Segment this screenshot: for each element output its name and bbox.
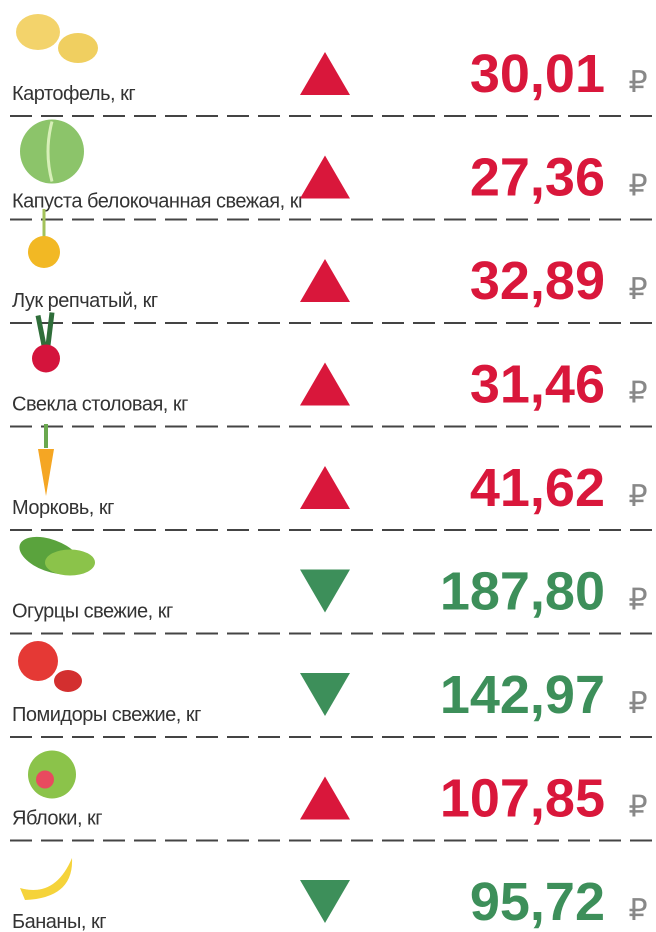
icon-part [36,770,54,789]
trend-arrow [300,155,350,199]
price: 95,72 [470,872,605,932]
icon-part [58,33,98,63]
price: 41,62 [470,458,605,518]
price: 142,97 [440,665,605,725]
trend-arrow [300,52,350,95]
item-row: Картофель, кг 30,01 ₽ [10,14,656,117]
currency: ₽ [628,480,647,513]
item-name: Морковь, кг [12,497,114,519]
item-name: Помидоры свежие, кг [12,704,201,726]
item-row: Огурцы свежие, кг 187,80 ₽ [10,536,656,635]
icon [20,119,84,184]
price: 27,36 [470,148,605,208]
price: 107,85 [440,769,605,829]
currency: ₽ [628,170,647,203]
icon [16,14,98,63]
trend-arrow [300,673,350,716]
item-row: Помидоры свежие, кг 142,97 ₽ [10,641,656,738]
price: 31,46 [470,355,605,415]
trend-arrow [300,776,350,820]
price: 187,80 [440,562,605,622]
icon-part [20,119,84,184]
trend-arrow [300,880,350,923]
item-row: Лук репчатый, кг 32,89 ₽ [10,209,656,324]
icon-part [32,344,60,373]
icon-part [45,549,95,576]
item-row: Бананы, кг 95,72 ₽ [12,858,648,932]
item-name: Свекла столовая, кг [12,394,188,416]
currency: ₽ [628,584,647,617]
icon-part [18,641,58,681]
icon [28,209,60,268]
currency: ₽ [628,66,647,99]
icon [19,536,95,576]
trend-arrow [300,259,350,302]
item-row: Свекла столовая, кг 31,46 ₽ [10,312,656,428]
icon [18,641,82,692]
currency: ₽ [628,687,647,720]
item-name: Лук репчатый, кг [12,290,158,312]
price: 30,01 [470,44,605,104]
item-name: Картофель, кг [12,83,135,105]
item-row: Морковь, кг 41,62 ₽ [10,424,656,531]
item-row: Капуста белокочанная свежая, кг 27,36 ₽ [10,119,656,221]
icon-part [16,14,60,50]
item-name: Яблоки, кг [12,808,102,830]
item-name: Огурцы свежие, кг [12,601,173,623]
icon-part [46,121,54,182]
icon-part [54,670,82,692]
icon-part [28,236,60,268]
icon-part [20,858,73,900]
currency: ₽ [628,894,647,927]
currency: ₽ [628,377,647,410]
trend-arrow [300,466,350,509]
icon [28,750,76,799]
icon-part [38,449,54,496]
item-row: Яблоки, кг 107,85 ₽ [10,750,656,842]
item-name: Капуста белокочанная свежая, кг [12,191,305,213]
price: 32,89 [470,251,605,311]
trend-arrow [300,362,350,406]
icon [38,424,54,496]
icon-part [35,312,55,346]
currency: ₽ [628,791,647,824]
item-name: Бананы, кг [12,911,106,932]
icon [20,858,73,900]
currency: ₽ [628,273,647,306]
trend-arrow [300,569,350,613]
icon [32,312,60,373]
